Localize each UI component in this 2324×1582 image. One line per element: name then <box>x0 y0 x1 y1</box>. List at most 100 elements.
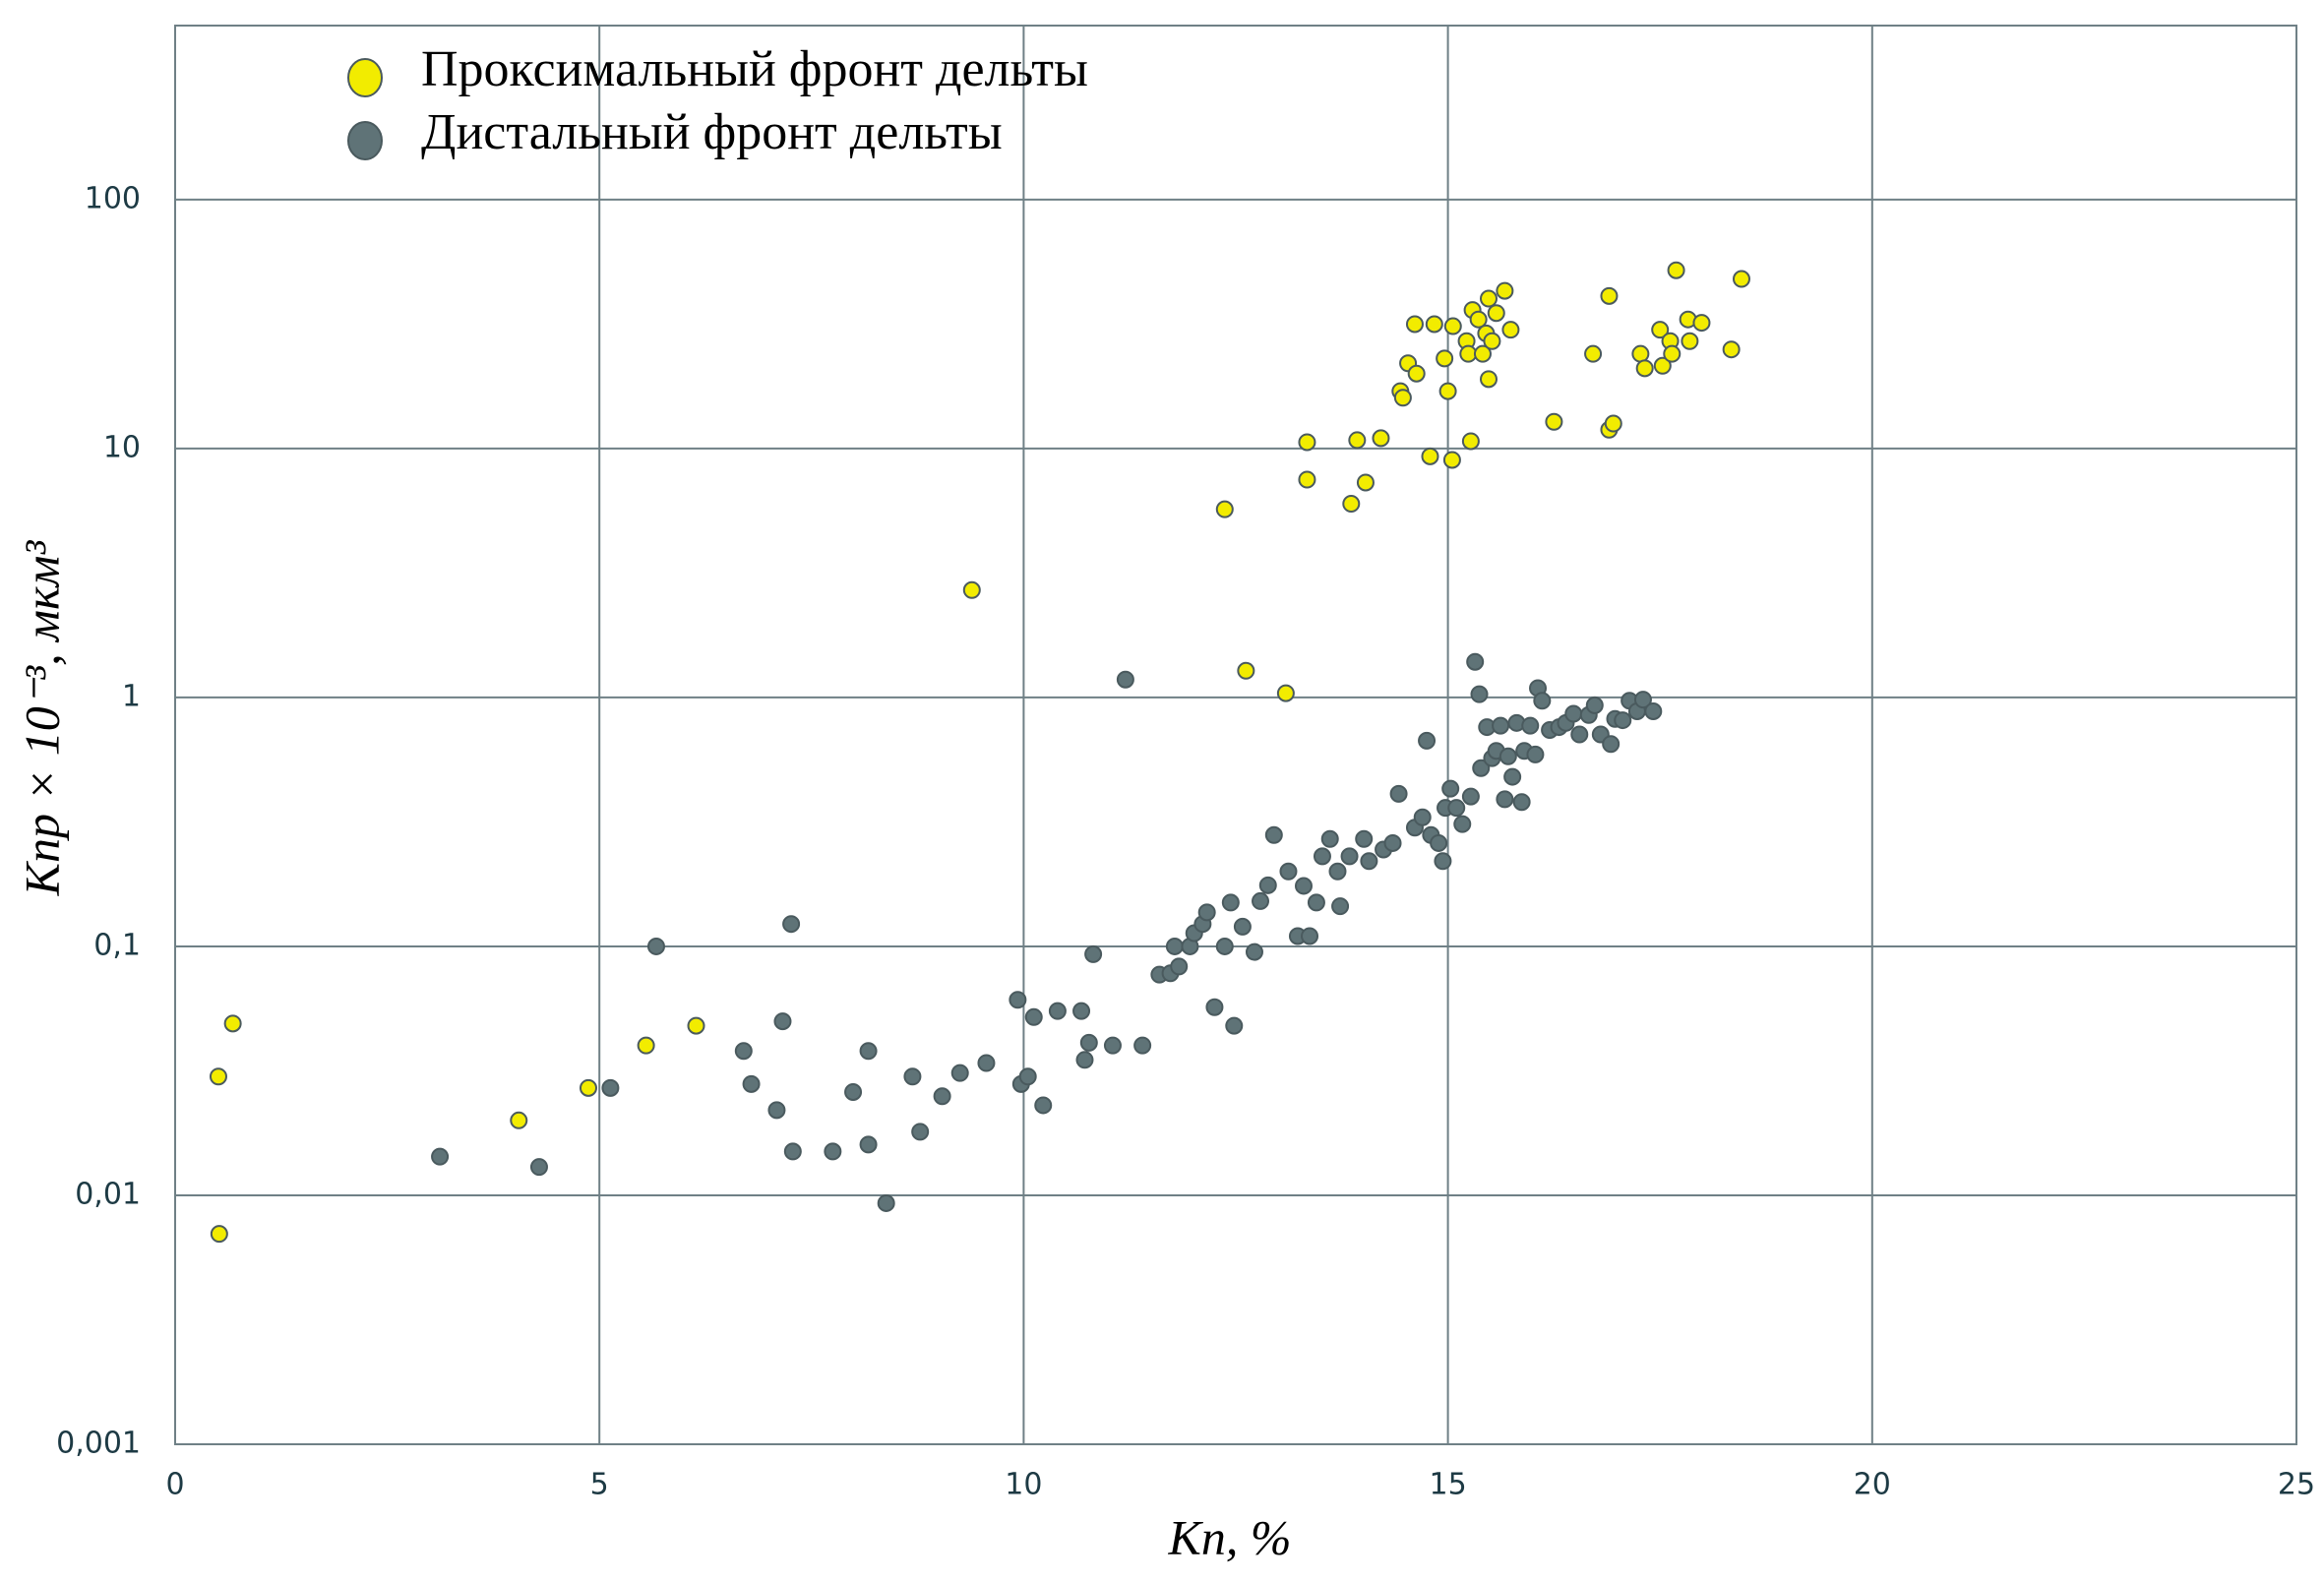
point <box>1197 903 1216 922</box>
point <box>1430 833 1448 852</box>
point <box>1512 793 1531 812</box>
point <box>1084 944 1103 963</box>
point <box>767 1101 786 1120</box>
point <box>1298 470 1316 489</box>
point <box>1233 917 1252 936</box>
point <box>1279 862 1298 881</box>
point <box>1461 787 1480 806</box>
point <box>859 1135 878 1154</box>
legend-label: Проксимальный фронт дельты <box>421 41 1088 97</box>
point <box>1034 1096 1053 1115</box>
point <box>510 1111 528 1129</box>
point <box>1483 332 1501 350</box>
point <box>1405 315 1424 334</box>
point <box>1356 473 1375 492</box>
point <box>1421 447 1439 465</box>
point <box>1205 998 1224 1016</box>
point <box>223 1014 242 1033</box>
point <box>1072 1002 1091 1020</box>
point <box>1165 937 1184 955</box>
x-tick-label: 0 <box>165 1468 184 1502</box>
point <box>1320 829 1339 848</box>
point <box>637 1036 655 1055</box>
y-tick-label: 10 <box>103 430 141 464</box>
point <box>950 1064 969 1082</box>
point <box>1393 389 1412 407</box>
point <box>1264 825 1283 844</box>
point <box>1584 344 1603 363</box>
point <box>1470 685 1489 703</box>
point <box>1469 310 1488 329</box>
point <box>1501 321 1520 339</box>
point <box>1585 696 1604 714</box>
point <box>1360 852 1378 871</box>
point <box>210 1225 228 1244</box>
point <box>782 915 801 934</box>
point <box>1048 1002 1067 1020</box>
point <box>1498 747 1517 765</box>
x-tick-label: 15 <box>1430 1468 1467 1502</box>
point <box>1438 382 1457 400</box>
point <box>1298 433 1316 452</box>
point <box>1614 711 1632 730</box>
legend-marker <box>347 58 383 97</box>
point <box>903 1067 922 1086</box>
point <box>1461 432 1480 451</box>
point <box>1466 652 1485 671</box>
plot-frame <box>174 25 2297 1445</box>
point <box>1075 1051 1094 1069</box>
point <box>1600 286 1619 305</box>
point <box>1024 1007 1043 1026</box>
point <box>1389 784 1408 803</box>
legend-marker <box>347 121 383 160</box>
point <box>1441 779 1460 798</box>
point <box>859 1042 878 1061</box>
point <box>1215 937 1234 955</box>
point <box>824 1142 842 1161</box>
point <box>1331 897 1350 916</box>
point <box>1079 1033 1098 1052</box>
point <box>734 1042 753 1061</box>
point <box>844 1082 863 1101</box>
point <box>1221 893 1240 912</box>
point <box>1170 957 1189 976</box>
point <box>1479 289 1498 308</box>
point <box>1533 692 1552 710</box>
point <box>1545 412 1563 431</box>
point <box>1418 731 1437 750</box>
point <box>1651 321 1670 339</box>
point <box>579 1078 597 1097</box>
point <box>1443 317 1462 335</box>
point <box>1413 808 1432 826</box>
point <box>1348 431 1367 450</box>
point <box>1667 261 1685 279</box>
y-tick-label: 100 <box>85 181 141 215</box>
point <box>1237 661 1255 680</box>
point <box>209 1067 227 1086</box>
point <box>1009 991 1027 1009</box>
point <box>1604 414 1622 433</box>
point <box>1521 716 1540 735</box>
point <box>1479 370 1498 389</box>
point <box>1692 314 1711 333</box>
point <box>1103 1036 1122 1055</box>
point <box>1496 281 1514 300</box>
x-axis-label: Kп, % <box>1168 1509 1292 1564</box>
point <box>1340 847 1359 866</box>
point <box>742 1074 761 1093</box>
y-axis-label: Kпр × 10⁻³, мкм³ <box>14 540 69 897</box>
point <box>601 1078 620 1097</box>
point <box>1328 862 1347 881</box>
point <box>877 1193 895 1212</box>
point <box>1453 815 1472 833</box>
point <box>1245 943 1263 961</box>
point <box>529 1158 548 1177</box>
x-tick-label: 20 <box>1854 1468 1891 1502</box>
y-tick-label: 0,01 <box>75 1177 141 1211</box>
x-tick-label: 25 <box>2278 1468 2315 1502</box>
point <box>1307 893 1325 912</box>
point <box>1294 877 1313 895</box>
point <box>1355 829 1374 848</box>
point <box>1633 691 1652 709</box>
